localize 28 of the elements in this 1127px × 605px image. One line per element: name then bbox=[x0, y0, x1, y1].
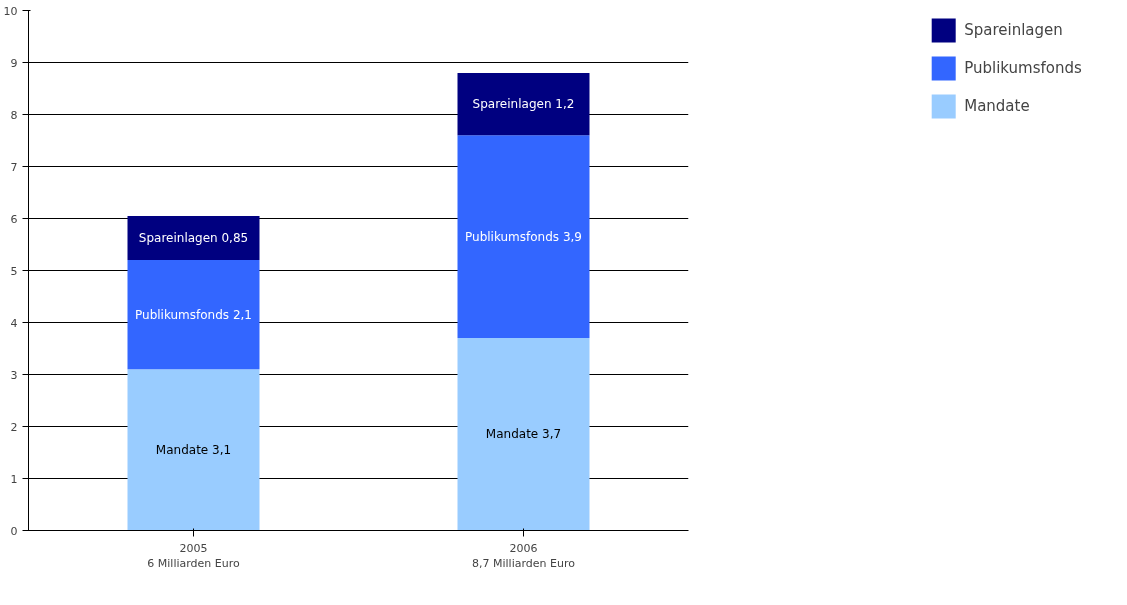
y-tick-label: 9 bbox=[10, 56, 18, 70]
legend-label: Spareinlagen bbox=[964, 21, 1063, 39]
bar bbox=[457, 72, 590, 136]
x-tick-label: 2005 6 Milliarden Euro bbox=[147, 541, 240, 571]
data-label: Spareinlagen 0,85 bbox=[138, 231, 249, 245]
y-tick-label: 1 bbox=[10, 472, 18, 486]
y-tick-label: 5 bbox=[10, 264, 18, 278]
bar bbox=[127, 369, 260, 531]
data-label: Mandate 3,1 bbox=[155, 442, 232, 457]
y-tick-label: 2 bbox=[10, 420, 18, 434]
data-label: Mandate 3,7 bbox=[485, 427, 562, 442]
legend-label: Publikumsfonds bbox=[964, 59, 1082, 77]
bar bbox=[457, 338, 590, 531]
y-tick-label: 4 bbox=[10, 316, 18, 330]
bar bbox=[127, 260, 260, 370]
y-tick-label: 6 bbox=[10, 212, 18, 226]
bar bbox=[457, 135, 590, 339]
legend-label: Mandate bbox=[964, 97, 1030, 115]
bar bbox=[127, 215, 260, 261]
data-label: Spareinlagen 1,2 bbox=[472, 97, 575, 112]
x-tick-label: 2006 8,7 Milliarden Euro bbox=[472, 541, 576, 571]
data-label: Publikumsfonds 2,1 bbox=[135, 307, 252, 322]
y-tick-label: 0 bbox=[10, 524, 18, 538]
y-tick-label: 8 bbox=[10, 108, 18, 122]
data-label: Publikumsfonds 3,9 bbox=[465, 229, 582, 244]
y-tick-label: 7 bbox=[10, 160, 18, 174]
y-tick-label: 3 bbox=[10, 368, 18, 382]
y-tick-label: 10 bbox=[3, 4, 18, 18]
